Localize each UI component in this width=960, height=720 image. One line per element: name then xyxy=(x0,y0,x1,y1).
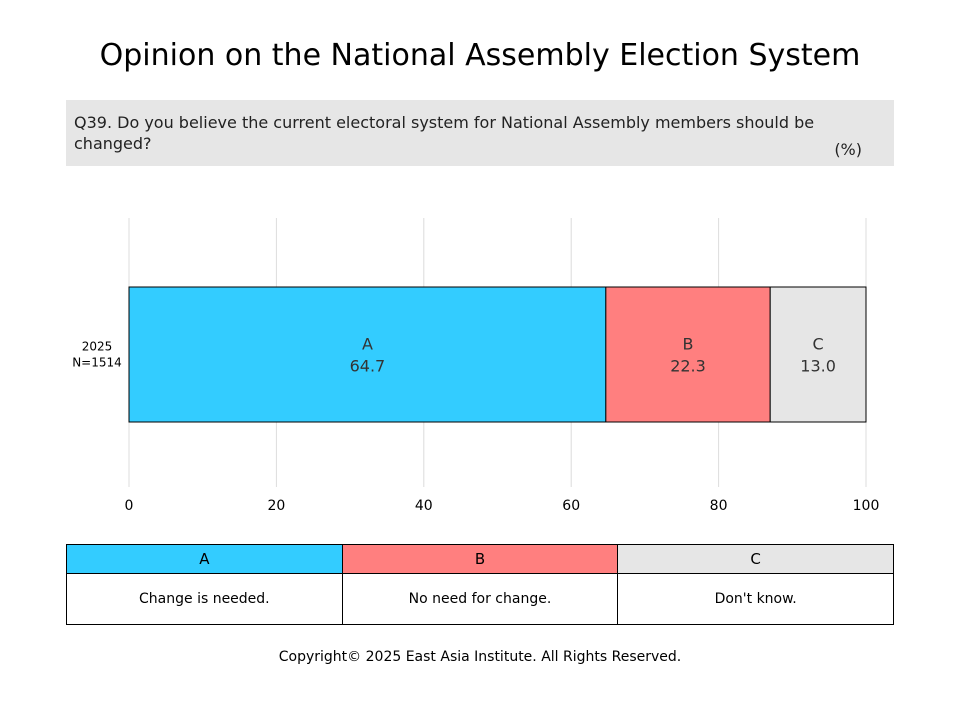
bar-segment-a xyxy=(128,286,607,423)
x-tick-label-20: 20 xyxy=(267,498,285,514)
legend-table: A B C Change is needed. No need for chan… xyxy=(66,544,894,625)
x-tick-label-80: 80 xyxy=(710,498,728,514)
x-tick-label-60: 60 xyxy=(562,498,580,514)
bar-label-value-b: 22.3 xyxy=(670,357,706,376)
legend-header-b: B xyxy=(341,544,619,574)
question-box: Q39. Do you believe the current electora… xyxy=(66,100,894,166)
legend-header-a: A xyxy=(66,544,343,574)
legend-header-row: A B C xyxy=(66,544,894,574)
legend-description-a: Change is needed. xyxy=(66,573,343,625)
category-label-line-1: 2025 xyxy=(82,340,113,354)
legend-header-c: C xyxy=(617,544,894,574)
x-tick-label-0: 0 xyxy=(125,498,134,514)
x-tick-label-100: 100 xyxy=(853,498,880,514)
legend-description-c: Don't know. xyxy=(617,573,894,625)
bar-label-series-c: C xyxy=(813,335,824,354)
unit-label: (%) xyxy=(834,140,862,159)
copyright-text: Copyright© 2025 East Asia Institute. All… xyxy=(278,649,682,665)
bar-label-series-a: A xyxy=(362,335,373,354)
question-text: Q39. Do you believe the current electora… xyxy=(74,113,815,153)
x-tick-label-40: 40 xyxy=(415,498,433,514)
legend-description-row: Change is needed. No need for change. Do… xyxy=(66,573,894,625)
bar-label-value-c: 13.0 xyxy=(800,357,836,376)
bar-segment-b xyxy=(605,286,771,423)
bar-segment-c xyxy=(769,286,867,423)
bar-label-series-b: B xyxy=(683,335,694,354)
bar-label-value-a: 64.7 xyxy=(350,357,386,376)
chart-title: Opinion on the National Assembly Electio… xyxy=(99,38,861,73)
legend-description-b: No need for change. xyxy=(341,573,619,625)
category-label-line-2: N=1514 xyxy=(72,356,122,370)
stacked-bar-chart: A 64.7 B 22.3 C 13.0 2025 N=1514 0 20 40 60 80 100 xyxy=(72,218,880,514)
